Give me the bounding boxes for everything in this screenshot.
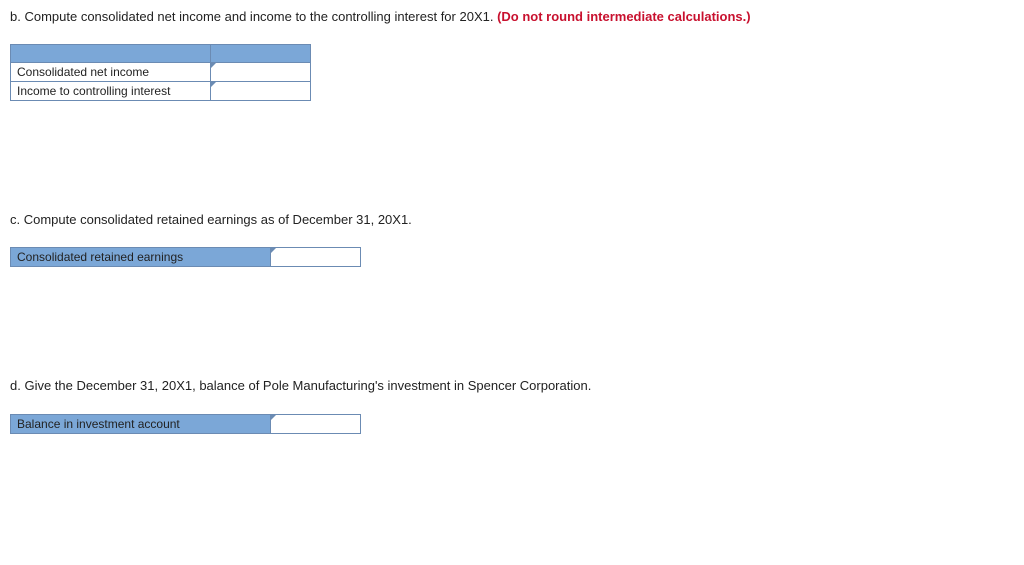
table-row: Balance in investment account — [11, 414, 361, 433]
question-c-text: c. Compute consolidated retained earning… — [10, 212, 412, 227]
row-input-cell — [271, 414, 361, 433]
row-label-balance-investment-account: Balance in investment account — [11, 414, 271, 433]
row-input-cell — [271, 248, 361, 267]
row-label-income-controlling-interest: Income to controlling interest — [11, 82, 211, 101]
balance-investment-account-input[interactable] — [271, 415, 360, 433]
income-controlling-interest-input[interactable] — [211, 82, 310, 100]
question-d-prompt: d. Give the December 31, 20X1, balance o… — [10, 377, 1014, 395]
question-b-warning: (Do not round intermediate calculations.… — [497, 9, 751, 24]
question-d: d. Give the December 31, 20X1, balance o… — [10, 377, 1014, 433]
consolidated-retained-earnings-input[interactable] — [271, 248, 360, 266]
consolidated-net-income-input[interactable] — [211, 63, 310, 81]
question-b-text: b. Compute consolidated net income and i… — [10, 9, 497, 24]
row-label-consolidated-net-income: Consolidated net income — [11, 63, 211, 82]
question-b-header-row — [11, 45, 311, 63]
table-row: Consolidated net income — [11, 63, 311, 82]
table-row: Consolidated retained earnings — [11, 248, 361, 267]
table-row: Income to controlling interest — [11, 82, 311, 101]
question-b: b. Compute consolidated net income and i… — [10, 8, 1014, 101]
question-c-table: Consolidated retained earnings — [10, 247, 361, 267]
question-d-text: d. Give the December 31, 20X1, balance o… — [10, 378, 591, 393]
row-label-consolidated-retained-earnings: Consolidated retained earnings — [11, 248, 271, 267]
question-b-prompt: b. Compute consolidated net income and i… — [10, 8, 1014, 26]
question-c: c. Compute consolidated retained earning… — [10, 211, 1014, 267]
question-c-prompt: c. Compute consolidated retained earning… — [10, 211, 1014, 229]
question-b-table: Consolidated net income Income to contro… — [10, 44, 311, 101]
row-input-cell — [211, 82, 311, 101]
question-b-header-label — [11, 45, 211, 63]
question-b-header-value — [211, 45, 311, 63]
question-d-table: Balance in investment account — [10, 414, 361, 434]
row-input-cell — [211, 63, 311, 82]
